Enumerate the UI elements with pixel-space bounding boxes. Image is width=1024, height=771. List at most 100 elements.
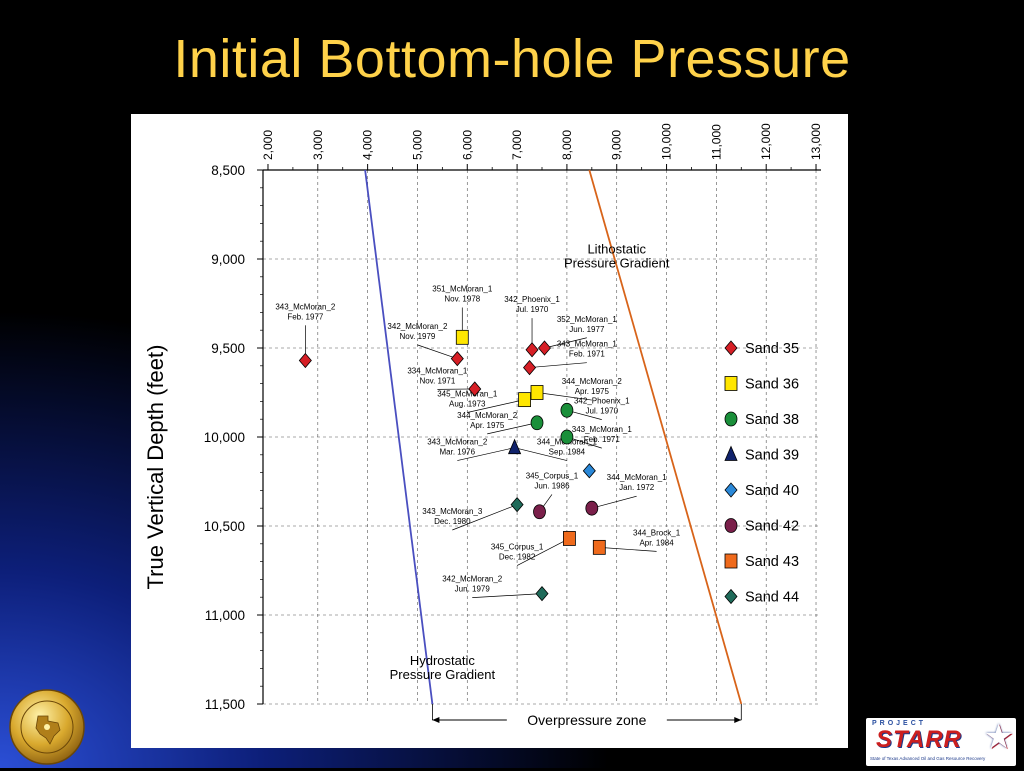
data-point bbox=[524, 361, 536, 375]
legend-marker bbox=[725, 377, 737, 391]
legend-label: Sand 35 bbox=[745, 341, 799, 357]
annotation-label: Sep. 1984 bbox=[549, 448, 586, 457]
annotation-label: 345_McMoran_1 bbox=[437, 390, 498, 399]
gradient-label: Lithostatic bbox=[587, 242, 646, 257]
annotation-label: 345_Corpus_1 bbox=[526, 471, 579, 480]
data-point bbox=[531, 386, 543, 400]
data-point bbox=[534, 505, 546, 519]
annotation-label: 342_Phoenix_1 bbox=[504, 295, 560, 304]
x-tick-label: 5,000 bbox=[410, 130, 424, 160]
annotation-label: Apr. 1975 bbox=[575, 387, 610, 396]
legend-label: Sand 38 bbox=[745, 412, 799, 428]
annotation-leader bbox=[417, 345, 457, 359]
annotation-label: Nov. 1979 bbox=[400, 332, 436, 341]
overpressure-zone-label: Overpressure zone bbox=[527, 712, 646, 728]
annotation-label: 344_Brock_1 bbox=[633, 528, 681, 537]
annotation-label: Jun. 1977 bbox=[569, 325, 605, 334]
data-point bbox=[511, 498, 523, 512]
y-tick-label: 11,500 bbox=[205, 697, 245, 712]
annotation-leader bbox=[472, 594, 542, 598]
annotation-label: 344_McMoran_2 bbox=[562, 377, 623, 386]
annotation-label: Dec. 1980 bbox=[434, 517, 471, 526]
legend-label: Sand 44 bbox=[745, 590, 799, 606]
x-tick-label: 12,000 bbox=[759, 123, 773, 160]
annotation-label: 344_McMoran_1 bbox=[607, 473, 668, 482]
data-point bbox=[531, 416, 543, 430]
legend-marker bbox=[725, 341, 737, 355]
annotation-label: Dec. 1982 bbox=[499, 553, 536, 562]
data-point bbox=[299, 353, 311, 367]
annotation-label: 352_McMoran_1 bbox=[557, 315, 618, 324]
y-axis-title: True Vertical Depth (feet) bbox=[143, 345, 168, 590]
x-tick-label: 7,000 bbox=[510, 130, 524, 160]
y-tick-label: 9,000 bbox=[211, 252, 245, 267]
annotation-label: Apr. 1975 bbox=[470, 421, 505, 430]
data-point bbox=[561, 403, 573, 417]
legend-label: Sand 43 bbox=[745, 554, 799, 570]
legend-marker bbox=[725, 554, 737, 568]
annotation-label: 343_McMoran_1 bbox=[572, 425, 633, 434]
annotation-label: Nov. 1978 bbox=[444, 295, 480, 304]
annotation-label: Nov. 1971 bbox=[419, 376, 455, 385]
data-point bbox=[561, 430, 573, 444]
annotation-label: 342_Phoenix_1 bbox=[574, 397, 630, 406]
data-point bbox=[526, 343, 538, 357]
annotation-label: Jan. 1972 bbox=[619, 483, 655, 492]
project-starr-logo-icon: PROJECT STARR ★ State of Texas Advanced … bbox=[866, 718, 1016, 766]
data-point bbox=[519, 393, 531, 407]
legend-label: Sand 36 bbox=[745, 377, 799, 393]
gradient-label: Pressure Gradient bbox=[390, 667, 496, 682]
starr-brand-text: STARR bbox=[876, 726, 962, 754]
annotation-label: 342_McMoran_2 bbox=[387, 322, 448, 331]
x-tick-label: 3,000 bbox=[311, 130, 325, 160]
annotation-label: Apr. 1984 bbox=[639, 538, 674, 547]
data-point bbox=[456, 330, 468, 344]
annotation-label: 343_McMoran_2 bbox=[275, 302, 336, 311]
annotation-label: 351_McMoran_1 bbox=[432, 285, 493, 294]
x-tick-label: 6,000 bbox=[460, 130, 474, 160]
data-point bbox=[509, 440, 521, 454]
legend-marker bbox=[725, 519, 737, 533]
annotation-label: Jul. 1970 bbox=[516, 305, 549, 314]
y-tick-label: 9,500 bbox=[211, 341, 245, 356]
x-tick-label: 10,000 bbox=[660, 123, 674, 160]
annotation-label: 334_McMoran_1 bbox=[407, 366, 468, 375]
pressure-gradient-line bbox=[365, 170, 432, 704]
annotation-label: Jun. 1979 bbox=[455, 585, 491, 594]
starr-subtitle: State of Texas Advanced Oil and Gas Reso… bbox=[870, 756, 985, 761]
legend-label: Sand 39 bbox=[745, 448, 799, 464]
zone-arrowhead-left bbox=[432, 717, 439, 723]
y-tick-label: 8,500 bbox=[211, 163, 245, 178]
annotation-label: Feb. 1977 bbox=[287, 312, 324, 321]
data-point bbox=[536, 587, 548, 601]
annotation-leader bbox=[592, 496, 637, 508]
data-point bbox=[583, 464, 595, 478]
data-point bbox=[563, 531, 575, 545]
zone-arrowhead-right bbox=[734, 717, 741, 723]
annotation-label: 344_McMoran_2 bbox=[457, 411, 518, 420]
x-tick-label: 8,000 bbox=[560, 130, 574, 160]
x-tick-label: 13,000 bbox=[809, 123, 823, 160]
x-tick-label: 9,000 bbox=[610, 130, 624, 160]
legend-marker bbox=[725, 590, 737, 604]
annotation-leader bbox=[530, 363, 587, 368]
legend-label: Sand 40 bbox=[745, 483, 799, 499]
star-icon: ★ bbox=[984, 720, 1014, 754]
legend-marker bbox=[725, 412, 737, 426]
annotation-label: Mar. 1976 bbox=[440, 448, 476, 457]
data-point bbox=[538, 341, 550, 355]
annotation-label: Aug. 1973 bbox=[449, 400, 486, 409]
slide-title: Initial Bottom-hole Pressure bbox=[0, 28, 1024, 90]
annotation-label: Feb. 1971 bbox=[569, 350, 606, 359]
bureau-economic-geology-seal-icon bbox=[8, 688, 86, 766]
data-point bbox=[586, 501, 598, 515]
gradient-label: Pressure Gradient bbox=[564, 256, 670, 271]
legend-label: Sand 42 bbox=[745, 519, 799, 535]
annotation-leader bbox=[599, 547, 656, 551]
annotation-label: 343_McMoran_1 bbox=[557, 340, 618, 349]
gradient-label: Hydrostatic bbox=[410, 653, 476, 668]
legend-marker bbox=[725, 447, 737, 461]
annotation-label: 345_Corpus_1 bbox=[491, 543, 544, 552]
